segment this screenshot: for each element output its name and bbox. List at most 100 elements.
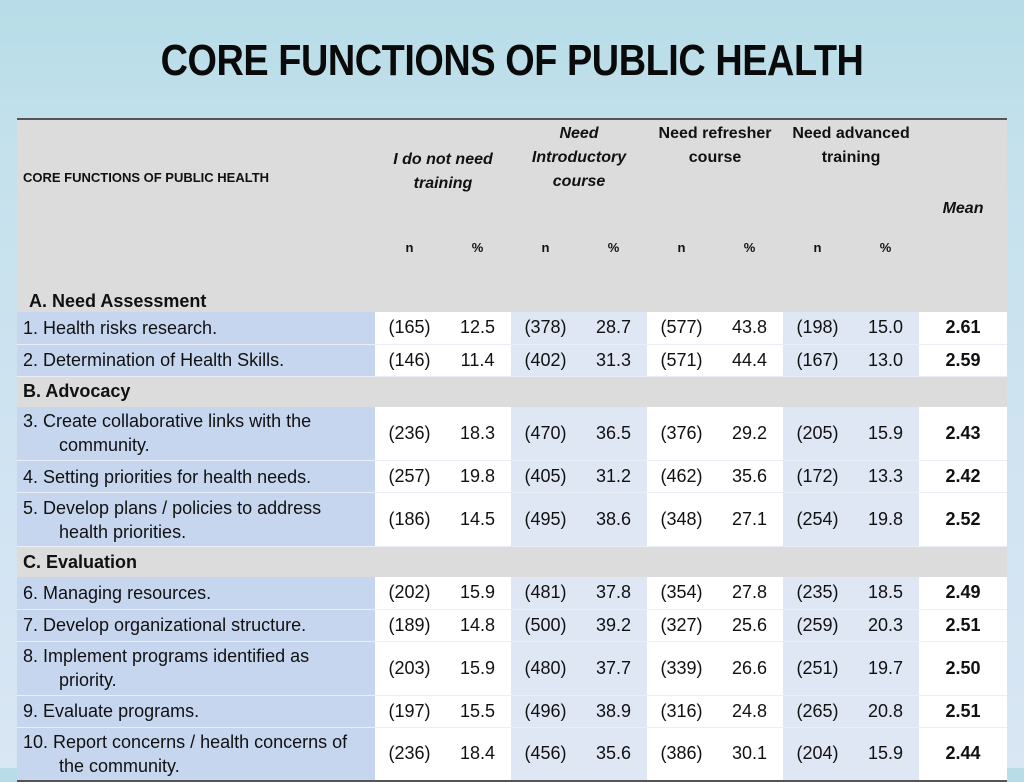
count-cell: (316) [647, 695, 717, 728]
row-label-line1: 4. Setting priorities for health needs. [23, 466, 312, 487]
percent-cell: 15.9 [444, 641, 511, 696]
percent-cell: 43.8 [716, 312, 784, 345]
percent-cell: 19.8 [444, 460, 511, 493]
header-mean: Mean [919, 119, 1008, 258]
count-cell: (480) [511, 641, 580, 696]
row-label-line1: 9. Evaluate programs. [23, 701, 200, 721]
section-title: C. Evaluation [17, 546, 1008, 577]
count-cell: (172) [783, 460, 853, 493]
count-cell: (236) [375, 406, 444, 461]
section-row: C. Evaluation [17, 546, 1008, 577]
table-row: 7. Develop organizational structure. (189… [17, 609, 1008, 642]
row-label: 8. Implement programs identified as prior… [17, 641, 375, 696]
percent-cell: 26.6 [716, 641, 784, 696]
percent-cell: 18.3 [444, 406, 511, 461]
section-row: A. Need Assessment [17, 288, 1008, 312]
count-cell: (462) [647, 460, 717, 493]
row-label: 2. Determination of Health Skills. [17, 344, 375, 377]
count-cell: (236) [375, 727, 444, 782]
percent-cell: 38.6 [580, 492, 648, 547]
count-cell: (203) [375, 641, 444, 696]
table-row: 5. Develop plans / policies to address he… [17, 492, 1008, 547]
row-label: 10. Report concerns / health concerns of… [17, 727, 375, 782]
count-cell: (354) [647, 577, 717, 610]
count-cell: (254) [783, 492, 853, 547]
mean-cell: 2.49 [919, 577, 1008, 610]
count-cell: (265) [783, 695, 853, 728]
row-label-line1: 2. Determination of Health Skills. [23, 350, 285, 370]
mean-cell: 2.59 [919, 344, 1008, 377]
header-spacer-row [17, 258, 1008, 288]
page-title: CORE FUNCTIONS OF PUBLIC HEALTH [160, 36, 864, 85]
percent-cell: 19.8 [852, 492, 920, 547]
count-cell: (205) [783, 406, 853, 461]
table-row: 4. Setting priorities for health needs. (… [17, 460, 1008, 493]
percent-cell: 18.5 [852, 577, 920, 610]
row-label-line1: 1. Health risks research. [23, 317, 218, 338]
percent-cell: 39.2 [580, 609, 648, 642]
table-row: 6. Managing resources. (202) 15.9 (481) 37.8… [17, 577, 1008, 610]
section-row: B. Advocacy [17, 376, 1008, 407]
header-no-training: I do not need training [375, 119, 511, 236]
row-label-line1: 5. Develop plans / policies to address [23, 497, 322, 518]
row-label: 3. Create collaborative links with the co… [17, 406, 375, 461]
count-cell: (386) [647, 727, 717, 782]
row-label-line2: the community. [59, 755, 180, 776]
table-row: 10. Report concerns / health concerns of… [17, 727, 1008, 782]
header-refresher-course: Need refresher course [647, 119, 784, 236]
mean-cell: 2.42 [919, 460, 1008, 493]
count-cell: (496) [511, 695, 580, 728]
count-cell: (235) [783, 577, 853, 610]
mean-cell: 2.50 [919, 641, 1008, 696]
row-label: 1. Health risks research. [17, 312, 375, 345]
percent-cell: 14.8 [444, 609, 511, 642]
subheader-percent: % [852, 236, 920, 258]
count-cell: (167) [783, 344, 853, 377]
percent-cell: 15.9 [444, 577, 511, 610]
count-cell: (495) [511, 492, 580, 547]
count-cell: (405) [511, 460, 580, 493]
count-cell: (197) [375, 695, 444, 728]
count-cell: (259) [783, 609, 853, 642]
mean-cell: 2.51 [919, 609, 1008, 642]
subheader-percent: % [444, 236, 511, 258]
count-cell: (339) [647, 641, 717, 696]
percent-cell: 20.8 [852, 695, 920, 728]
count-cell: (378) [511, 312, 580, 345]
percent-cell: 11.4 [444, 344, 511, 377]
row-label-line1: 8. Implement programs identified as [23, 646, 310, 666]
row-label-line2: health priorities. [59, 521, 187, 542]
percent-cell: 31.2 [580, 460, 648, 493]
row-label-line2: priority. [59, 670, 117, 690]
percent-cell: 13.3 [852, 460, 920, 493]
percent-cell: 27.1 [716, 492, 784, 547]
section-title: A. Need Assessment [17, 288, 1008, 312]
row-label: 4. Setting priorities for health needs. [17, 460, 375, 493]
percent-cell: 29.2 [716, 406, 784, 461]
count-cell: (186) [375, 492, 444, 547]
row-label-line1: 7. Develop organizational structure. [23, 615, 307, 635]
percent-cell: 15.0 [852, 312, 920, 345]
percent-cell: 14.5 [444, 492, 511, 547]
percent-cell: 19.7 [852, 641, 920, 696]
subheader-percent: % [580, 236, 648, 258]
count-cell: (202) [375, 577, 444, 610]
subheader-n: n [511, 236, 580, 258]
percent-cell: 15.5 [444, 695, 511, 728]
percent-cell: 15.9 [852, 727, 920, 782]
subheader-n: n [783, 236, 853, 258]
table-row: 9. Evaluate programs. (197) 15.5 (496) 38.9(… [17, 695, 1008, 728]
percent-cell: 25.6 [716, 609, 784, 642]
mean-cell: 2.51 [919, 695, 1008, 728]
count-cell: (456) [511, 727, 580, 782]
row-label-line1: 3. Create collaborative links with the [23, 411, 312, 432]
row-label-line2: community. [59, 435, 150, 456]
count-cell: (198) [783, 312, 853, 345]
percent-cell: 12.5 [444, 312, 511, 345]
count-cell: (348) [647, 492, 717, 547]
row-label-line1: 6. Managing resources. [23, 582, 212, 603]
percent-cell: 24.8 [716, 695, 784, 728]
header-introductory-course: Need Introductory course [511, 119, 648, 236]
row-label: 6. Managing resources. [17, 577, 375, 610]
subheader-percent: % [716, 236, 784, 258]
